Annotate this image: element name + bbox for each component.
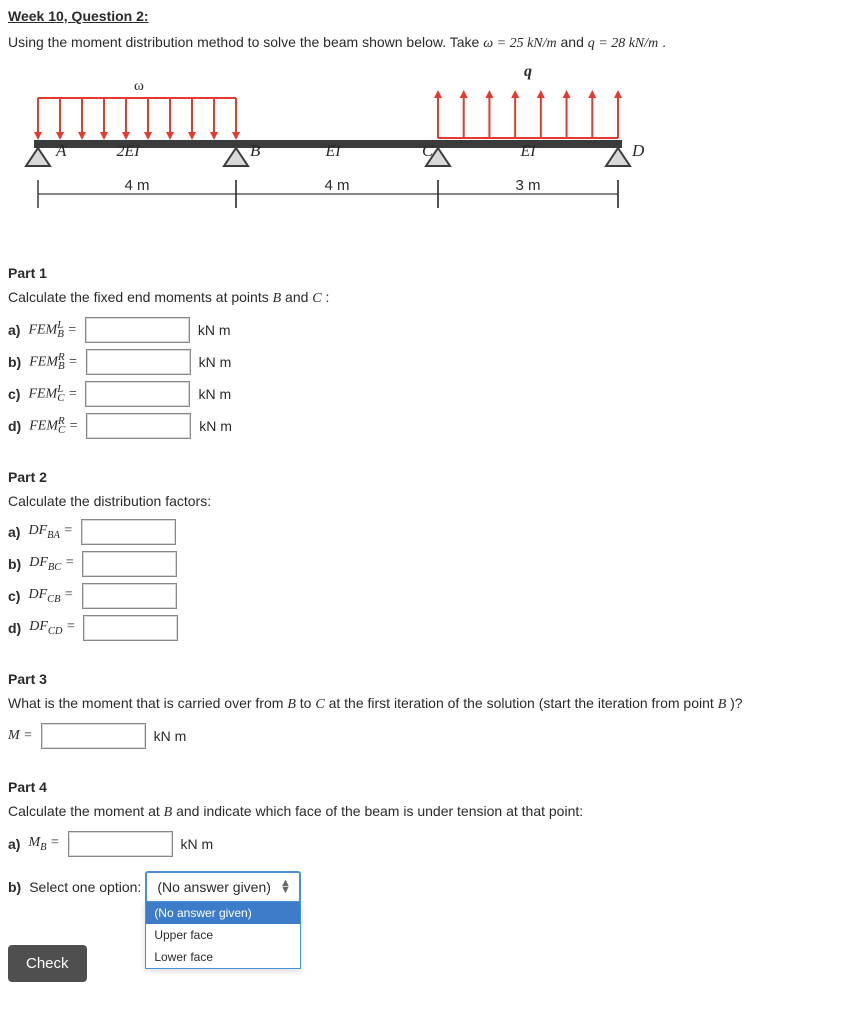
part1-row-2: c) FEMLC = kN m	[8, 381, 860, 407]
part1-unit-0: kN m	[198, 322, 231, 338]
part1-label-1: FEMRB =	[29, 353, 77, 372]
svg-text:ω: ω	[134, 78, 144, 94]
part2-lead-2: c)	[8, 588, 20, 604]
part2-lead-1: b)	[8, 556, 21, 572]
part2-lead-3: d)	[8, 620, 21, 636]
intro-and: and	[561, 34, 588, 50]
face-option-1[interactable]: Upper face	[146, 924, 300, 946]
part4-b-lead: b)	[8, 879, 21, 895]
beam-diagram: A B C D 2EI EI EI ω q 4 m 4 m 3 m	[8, 66, 860, 229]
part3-row: M = kN m	[8, 723, 860, 749]
part1-lead-1: b)	[8, 354, 21, 370]
part1-label-2: FEMLC =	[28, 385, 77, 404]
part2-row-3: d) DFCD =	[8, 615, 860, 641]
part4-a-lead: a)	[8, 836, 20, 852]
part2-row-0: a) DFBA =	[8, 519, 860, 545]
part1-intro: Calculate the fixed end moments at point…	[8, 289, 860, 307]
part1-label-3: FEMRC =	[29, 417, 78, 436]
part4-a-unit: kN m	[181, 836, 214, 852]
question-title: Week 10, Question 2:	[8, 8, 860, 24]
part2-label-3: DFCD =	[29, 619, 75, 637]
face-select-current: (No answer given)	[157, 879, 271, 895]
part1-lead-0: a)	[8, 322, 20, 338]
select-arrows-icon: ▲▼	[280, 880, 291, 894]
part2-lead-0: a)	[8, 524, 20, 540]
part1-row-1: b) FEMRB = kN m	[8, 349, 860, 375]
part1-lead-3: d)	[8, 418, 21, 434]
svg-text:A: A	[55, 141, 67, 160]
face-dropdown: (No answer given) Upper face Lower face	[145, 901, 301, 969]
part2-heading: Part 2	[8, 469, 860, 485]
part2-label-1: DFBC =	[29, 555, 74, 573]
part3-label: M =	[8, 728, 33, 744]
part3-unit: kN m	[154, 728, 187, 744]
part1-unit-2: kN m	[198, 386, 231, 402]
part4-b-text: Select one option:	[29, 879, 141, 895]
part1-input-0[interactable]	[85, 317, 190, 343]
part2-input-2[interactable]	[82, 583, 177, 609]
svg-text:C: C	[422, 141, 434, 160]
part2-row-1: b) DFBC =	[8, 551, 860, 577]
intro-text: Using the moment distribution method to …	[8, 34, 860, 52]
intro-q: q = 28 kN/m	[588, 36, 659, 51]
part4-a-row: a) MB = kN m	[8, 831, 860, 857]
part1-input-2[interactable]	[85, 381, 190, 407]
part4-heading: Part 4	[8, 779, 860, 795]
intro-prefix: Using the moment distribution method to …	[8, 34, 483, 50]
intro-suffix: .	[662, 34, 666, 50]
part2-input-3[interactable]	[83, 615, 178, 641]
part1-row-0: a) FEMLB = kN m	[8, 317, 860, 343]
part4-intro: Calculate the moment at B and indicate w…	[8, 803, 860, 821]
part2-intro: Calculate the distribution factors:	[8, 493, 860, 509]
svg-text:EI: EI	[519, 143, 536, 160]
part2-input-0[interactable]	[81, 519, 176, 545]
part4-a-label: MB =	[28, 835, 59, 853]
part2-row-2: c) DFCB =	[8, 583, 860, 609]
face-option-0[interactable]: (No answer given)	[146, 902, 300, 924]
intro-w: ω = 25 kN/m	[483, 36, 556, 51]
svg-text:D: D	[631, 141, 645, 160]
svg-text:EI: EI	[324, 143, 341, 160]
face-select[interactable]: (No answer given) ▲▼ (No answer given) U…	[145, 871, 301, 903]
part1-unit-1: kN m	[199, 354, 232, 370]
part1-input-1[interactable]	[86, 349, 191, 375]
part1-heading: Part 1	[8, 265, 860, 281]
part1-row-3: d) FEMRC = kN m	[8, 413, 860, 439]
part3-intro: What is the moment that is carried over …	[8, 695, 860, 713]
part2-label-2: DFCB =	[28, 587, 73, 605]
svg-text:4 m: 4 m	[124, 177, 149, 194]
part1-lead-2: c)	[8, 386, 20, 402]
check-button[interactable]: Check	[8, 945, 87, 982]
part2-label-0: DFBA =	[28, 523, 72, 541]
svg-text:2EI: 2EI	[116, 143, 140, 160]
face-option-2[interactable]: Lower face	[146, 946, 300, 968]
part1-input-3[interactable]	[86, 413, 191, 439]
svg-text:4 m: 4 m	[324, 177, 349, 194]
part3-m-input[interactable]	[41, 723, 146, 749]
part4-mb-input[interactable]	[68, 831, 173, 857]
svg-text:q: q	[524, 66, 532, 80]
svg-text:3 m: 3 m	[515, 177, 540, 194]
part3-heading: Part 3	[8, 671, 860, 687]
svg-text:B: B	[250, 141, 261, 160]
part4-b-row: b) Select one option: (No answer given) …	[8, 871, 860, 903]
part1-unit-3: kN m	[199, 418, 232, 434]
part2-input-1[interactable]	[82, 551, 177, 577]
part1-label-0: FEMLB =	[28, 321, 76, 340]
